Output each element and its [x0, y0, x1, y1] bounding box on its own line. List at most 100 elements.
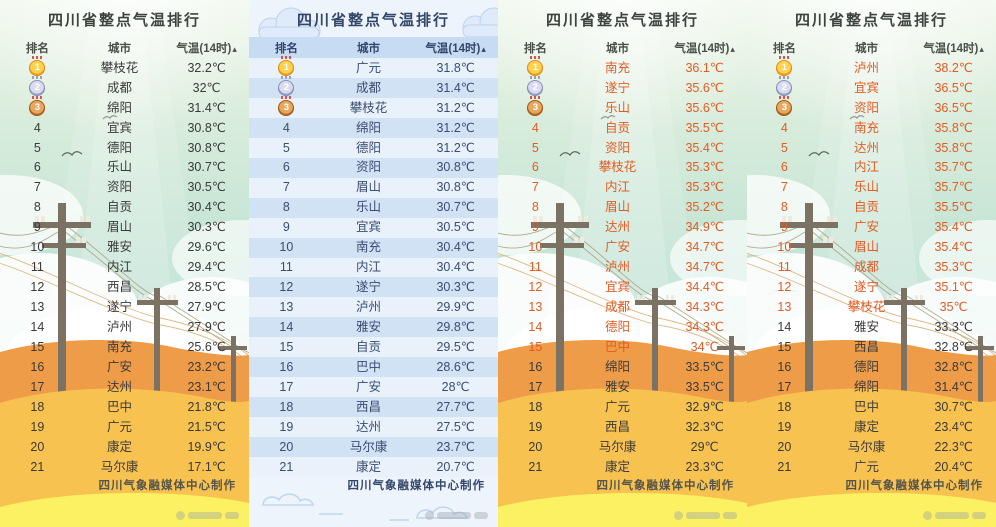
temp-cell: 35.3℃	[934, 260, 973, 275]
table-row: 11 泸州 34.7℃	[498, 258, 747, 278]
rank-cell: 13	[777, 300, 792, 315]
rank-cell: 5	[531, 140, 539, 155]
temperature-ranking-panel-4: 四川省整点气温排行 排名 城市 气温(14时)▴ 1 泸州 38.2℃ 2 宜宾…	[747, 0, 996, 527]
temp-cell: 30.8℃	[187, 120, 226, 135]
rank-cell: 19	[279, 419, 294, 434]
city-cell: 遂宁	[853, 280, 879, 295]
rank-cell: 3	[498, 95, 573, 116]
temp-cell: 35.4℃	[934, 220, 973, 235]
city-cell: 内江	[106, 260, 132, 275]
rank-cell: 3	[249, 95, 324, 116]
rank-cell: 1	[249, 55, 324, 76]
temp-cell: 33.3℃	[934, 320, 973, 335]
table-row: 17 达州 23.1℃	[0, 377, 249, 397]
rank-cell: 10	[777, 240, 792, 255]
ranking-rows: 1 南充 36.1℃ 2 遂宁 35.6℃ 3 乐山 35.6℃ 4 自贡 35…	[498, 55, 747, 477]
header-temp[interactable]: 气温(14时)▴	[923, 42, 984, 55]
table-row: 18 广元 32.9℃	[498, 397, 747, 417]
credit-footer: 四川气象融媒体中心制作	[845, 480, 983, 492]
temp-cell: 35.5℃	[685, 120, 724, 135]
temp-cell: 30.8℃	[436, 160, 475, 175]
city-cell: 乐山	[106, 160, 132, 175]
table-row: 3 乐山 35.6℃	[498, 95, 747, 118]
sort-ascending-icon: ▴	[979, 43, 984, 54]
table-row: 15 西昌 32.8℃	[747, 337, 996, 357]
header-temp[interactable]: 气温(14时)▴	[176, 42, 237, 55]
rank-cell: 13	[30, 300, 45, 315]
temp-cell: 23.3℃	[685, 459, 724, 474]
medal-rank-1-icon: 1	[29, 55, 46, 76]
table-row: 8 自贡 30.4℃	[0, 198, 249, 218]
table-row: 13 成都 34.3℃	[498, 297, 747, 317]
temp-cell: 32.9℃	[685, 399, 724, 414]
rank-cell: 7	[33, 180, 41, 195]
temp-cell: 32℃	[192, 80, 221, 95]
rank-cell: 9	[282, 220, 290, 235]
rank-cell: 15	[30, 340, 45, 355]
table-row: 19 康定 23.4℃	[747, 417, 996, 437]
temp-cell: 27.9℃	[187, 320, 226, 335]
rank-cell: 17	[279, 379, 294, 394]
rank-cell: 10	[279, 240, 294, 255]
rank-cell: 6	[33, 160, 41, 175]
rank-cell: 16	[30, 360, 45, 375]
temp-cell: 28℃	[441, 379, 470, 394]
table-row: 5 达州 35.8℃	[747, 138, 996, 158]
header-temp[interactable]: 气温(14时)▴	[425, 42, 486, 55]
rank-cell: 11	[777, 260, 791, 275]
city-cell: 成都	[853, 260, 879, 275]
rank-cell: 18	[777, 399, 792, 414]
temperature-ranking-panel-1: 四川省整点气温排行 排名 城市 气温(14时)▴ 1 攀枝花 32.2℃ 2 成…	[0, 0, 249, 527]
rank-cell: 8	[531, 200, 539, 215]
table-row: 8 乐山 30.7℃	[249, 197, 498, 218]
table-row: 10 眉山 35.4℃	[747, 238, 996, 258]
rank-cell: 1	[0, 55, 75, 76]
medal-rank-2-icon: 2	[527, 75, 544, 96]
header-temp[interactable]: 气温(14时)▴	[674, 42, 735, 55]
city-cell: 康定	[106, 439, 132, 454]
city-cell: 达州	[106, 379, 132, 394]
rank-cell: 14	[528, 320, 543, 335]
rank-cell: 18	[528, 399, 543, 414]
city-cell: 广元	[604, 399, 630, 414]
rank-cell: 14	[777, 320, 792, 335]
rank-cell: 18	[30, 399, 45, 414]
table-row: 10 广安 34.7℃	[498, 238, 747, 258]
rank-cell: 13	[279, 300, 294, 315]
rank-cell: 4	[780, 120, 788, 135]
rank-cell: 21	[279, 459, 294, 474]
table-row: 5 德阳 30.8℃	[0, 138, 249, 158]
temp-cell: 31.4℃	[436, 80, 475, 95]
table-row: 21 康定 23.3℃	[498, 457, 747, 477]
temp-cell: 35.4℃	[685, 140, 724, 155]
table-row: 4 绵阳 31.2℃	[249, 117, 498, 138]
temperature-ranking-panel-2: 四川省整点气温排行 排名 城市 气温(14时)▴ 1 广元 31.8℃ 2 成都…	[249, 0, 498, 527]
rank-cell: 4	[33, 120, 41, 135]
temp-cell: 31.8℃	[436, 60, 475, 75]
rank-cell: 7	[282, 180, 290, 195]
city-cell: 攀枝花	[100, 60, 139, 75]
rank-cell: 2	[747, 75, 822, 96]
temp-cell: 35.8℃	[934, 120, 973, 135]
city-cell: 广元	[853, 459, 879, 474]
table-row: 6 资阳 30.8℃	[249, 157, 498, 178]
city-cell: 泸州	[853, 60, 879, 75]
table-row: 20 马尔康 29℃	[498, 437, 747, 457]
city-cell: 遂宁	[355, 280, 381, 295]
table-row: 3 绵阳 31.4℃	[0, 95, 249, 118]
table-header: 排名 城市 气温(14时)▴	[498, 37, 747, 58]
temp-cell: 31.2℃	[436, 120, 475, 135]
rank-cell: 2	[498, 75, 573, 96]
city-cell: 西昌	[355, 399, 381, 414]
hill-yellow	[498, 492, 747, 527]
rank-cell: 1	[747, 55, 822, 76]
temp-cell: 32.3℃	[685, 419, 724, 434]
table-row: 9 达州 34.9℃	[498, 218, 747, 238]
rank-cell: 12	[528, 280, 543, 295]
temp-cell: 30.3℃	[187, 220, 226, 235]
rank-cell: 15	[528, 340, 543, 355]
table-row: 21 马尔康 17.1℃	[0, 457, 249, 477]
rank-cell: 18	[279, 399, 294, 414]
table-row: 6 攀枝花 35.3℃	[498, 158, 747, 178]
